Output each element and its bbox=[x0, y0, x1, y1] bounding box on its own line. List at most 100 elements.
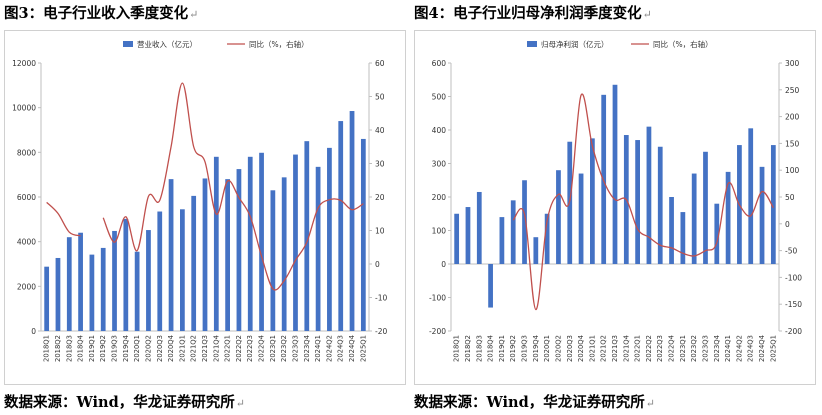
x-tick-label: 2021Q4 bbox=[622, 335, 630, 362]
figure-4-title-text: 图4：电子行业归母净利润季度变化 bbox=[414, 5, 642, 22]
x-tick-label: 2023Q2 bbox=[690, 335, 698, 362]
bar bbox=[544, 213, 550, 264]
bar bbox=[703, 151, 708, 264]
bar bbox=[748, 128, 754, 264]
bar bbox=[293, 154, 298, 331]
y-tick-label-right: -50 bbox=[785, 247, 797, 256]
y-tick-label-right: 300 bbox=[785, 59, 800, 68]
x-tick-label: 2021Q4 bbox=[212, 335, 220, 362]
x-tick-label: 2023Q4 bbox=[713, 335, 721, 362]
y-tick-label-right: -20 bbox=[375, 327, 387, 336]
x-tick-label: 2023Q3 bbox=[291, 335, 299, 362]
yoy-line bbox=[46, 201, 81, 237]
legend-swatch-bar bbox=[527, 41, 537, 47]
bar bbox=[89, 254, 95, 331]
x-tick-label: 2024Q2 bbox=[325, 335, 333, 362]
x-tick-label: 2024Q1 bbox=[314, 335, 322, 362]
y-tick-label-left: 8000 bbox=[17, 148, 36, 157]
x-tick-label: 2020Q2 bbox=[144, 335, 152, 362]
x-tick-label: 2022Q1 bbox=[634, 335, 642, 362]
x-tick-label: 2018Q3 bbox=[475, 335, 483, 362]
bar bbox=[338, 121, 344, 331]
x-tick-label: 2018Q2 bbox=[54, 335, 62, 362]
y-tick-label-left: 12000 bbox=[12, 59, 36, 68]
bar bbox=[556, 170, 561, 264]
bar bbox=[612, 84, 618, 265]
x-tick-label: 2021Q1 bbox=[588, 335, 596, 362]
legend-label-line: 同比（%，右轴） bbox=[653, 39, 713, 49]
legend-swatch-bar bbox=[123, 41, 133, 47]
bar bbox=[770, 145, 776, 264]
bar bbox=[304, 141, 310, 331]
bar bbox=[327, 147, 332, 331]
y-tick-label-right: -150 bbox=[785, 300, 802, 309]
bar bbox=[578, 173, 584, 264]
x-tick-label: 2024Q4 bbox=[348, 335, 356, 362]
y-tick-label-right: 30 bbox=[375, 160, 385, 169]
x-tick-label: 2020Q3 bbox=[566, 335, 574, 362]
figure-3-source-text: 数据来源：Wind，华龙证券研究所 bbox=[4, 394, 235, 411]
x-tick-label: 2023Q1 bbox=[269, 335, 277, 362]
bar bbox=[669, 197, 674, 264]
bar bbox=[522, 180, 527, 264]
y-tick-label-left: 0 bbox=[31, 327, 36, 336]
bar bbox=[112, 230, 117, 331]
bar bbox=[725, 171, 731, 264]
bar bbox=[123, 218, 129, 331]
bar bbox=[270, 190, 276, 331]
y-tick-label-right: 60 bbox=[375, 59, 385, 68]
x-tick-label: 2018Q1 bbox=[43, 335, 51, 362]
bar bbox=[78, 232, 83, 331]
x-tick-label: 2024Q4 bbox=[758, 335, 766, 362]
bar bbox=[691, 173, 697, 264]
bar bbox=[44, 266, 50, 331]
x-tick-label: 2018Q3 bbox=[65, 335, 73, 362]
x-tick-label: 2021Q2 bbox=[600, 335, 608, 362]
y-tick-label-left: 2000 bbox=[17, 282, 36, 291]
figure-4-panel: -200 -100 0 100 200 300 400 500 600 -200 -150 -100-… bbox=[414, 30, 816, 385]
y-tick-label-right: 200 bbox=[785, 113, 800, 122]
x-tick-label: 2024Q1 bbox=[724, 335, 732, 362]
x-tick-label: 2023Q4 bbox=[303, 335, 311, 362]
x-tick-label: 2023Q3 bbox=[701, 335, 709, 362]
return-mark: ↵ bbox=[642, 8, 652, 21]
bar bbox=[454, 213, 460, 264]
x-tick-label: 2019Q4 bbox=[532, 335, 540, 362]
x-tick-label: 2021Q3 bbox=[201, 335, 209, 362]
legend-label-line: 同比（%，右轴） bbox=[249, 39, 309, 49]
y-tick-label-left: 4000 bbox=[17, 238, 36, 247]
bar bbox=[360, 138, 366, 331]
x-tick-label: 2018Q4 bbox=[77, 335, 85, 362]
bar bbox=[533, 237, 539, 264]
x-tick-label: 2019Q2 bbox=[509, 335, 517, 362]
y-tick-label-left: -100 bbox=[429, 294, 446, 303]
x-tick-label: 2024Q3 bbox=[747, 335, 755, 362]
bar bbox=[714, 203, 720, 264]
return-mark: ↵ bbox=[189, 8, 199, 21]
x-tick-label: 2020Q1 bbox=[543, 335, 551, 362]
bar bbox=[134, 251, 140, 331]
y-tick-label-left: 200 bbox=[432, 193, 447, 202]
x-tick-label: 2020Q3 bbox=[156, 335, 164, 362]
y-tick-label-right: 50 bbox=[375, 93, 385, 102]
bar bbox=[100, 247, 106, 331]
y-tick-label-right: 150 bbox=[785, 139, 800, 148]
y-tick-label-left: 300 bbox=[432, 160, 447, 169]
bar bbox=[759, 166, 765, 264]
x-tick-label: 2022Q3 bbox=[656, 335, 664, 362]
bar bbox=[202, 178, 208, 331]
y-tick-label-right: 10 bbox=[375, 227, 385, 236]
bar bbox=[191, 195, 197, 331]
bar bbox=[168, 179, 174, 331]
bar bbox=[225, 179, 230, 331]
x-tick-label: 2019Q2 bbox=[99, 335, 107, 362]
legend-label-bar: 归母净利润（亿元） bbox=[541, 39, 609, 49]
bar bbox=[247, 156, 253, 331]
figure-3-title: 图3：电子行业收入季度变化↵ bbox=[4, 2, 198, 23]
x-tick-label: 2023Q2 bbox=[280, 335, 288, 362]
bar bbox=[180, 209, 185, 331]
bar bbox=[66, 237, 72, 331]
x-tick-label: 2018Q2 bbox=[464, 335, 472, 362]
bar bbox=[146, 230, 151, 331]
x-tick-label: 2023Q1 bbox=[679, 335, 687, 362]
